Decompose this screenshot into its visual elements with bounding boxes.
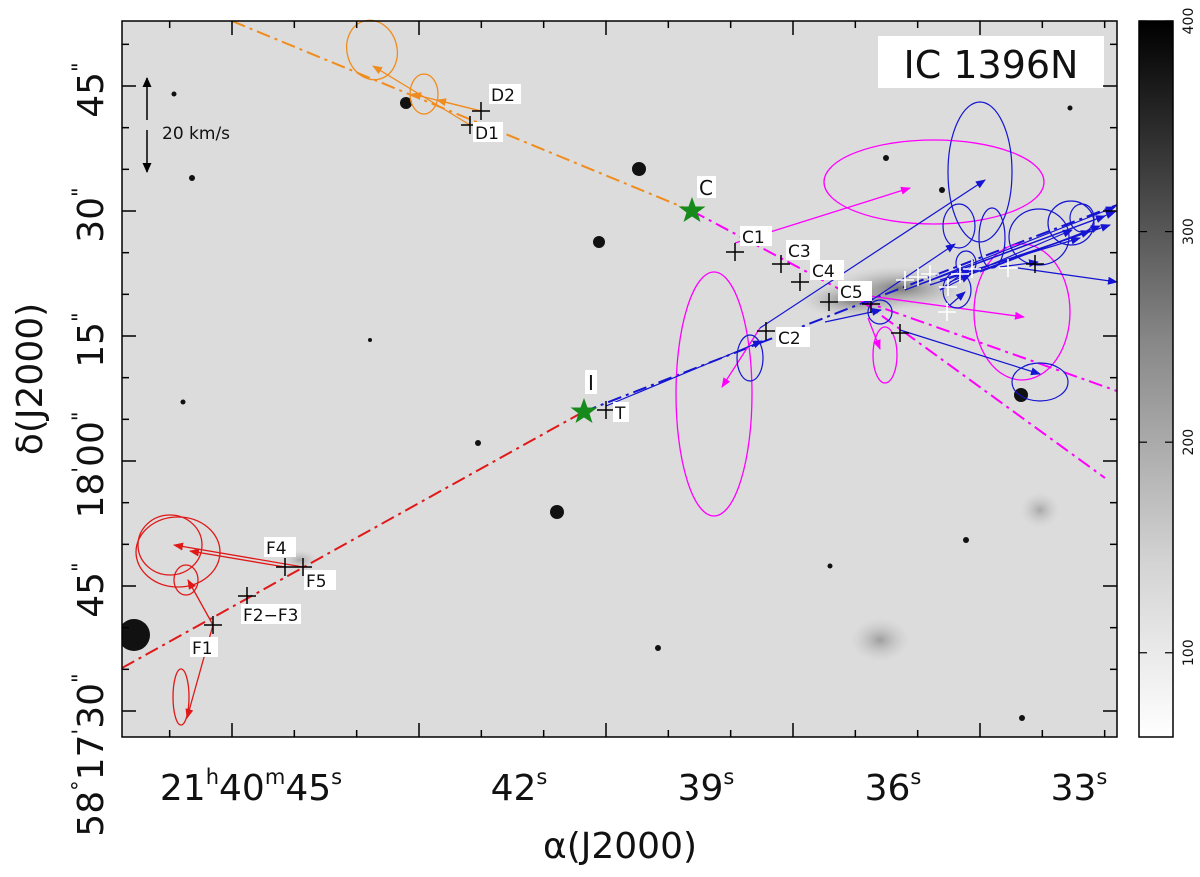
- axis-ticks: [122, 21, 1117, 737]
- red-vectors: [135, 514, 304, 726]
- x-tick-label: 33s: [1051, 765, 1108, 809]
- y-tick-label: 15": [68, 312, 112, 367]
- outflow-axes: [122, 21, 1117, 669]
- source-label-D2: D2: [489, 84, 521, 106]
- source-star-I: [570, 398, 598, 423]
- svg-text:C2: C2: [778, 329, 801, 349]
- y-tick-label: 18'00": [68, 411, 112, 518]
- y-tick-label: 45": [68, 62, 112, 117]
- x-tick-label: 21h40m45s: [160, 765, 342, 809]
- field-stars: [122, 91, 1073, 721]
- source-label-C1: C1: [740, 226, 772, 248]
- y-tick-labels: 45" 30" 15" 18'00" 45" 58°17'30": [68, 62, 112, 836]
- svg-text:C3: C3: [788, 242, 811, 262]
- svg-text:C5: C5: [840, 283, 863, 303]
- scale-bar: 20 km/s: [142, 77, 230, 173]
- source-label-F5: F5: [304, 570, 336, 592]
- x-axis-label: α(J2000): [543, 826, 697, 867]
- y-tick-label: 45": [68, 562, 112, 617]
- source-label-C2: C2: [776, 327, 810, 349]
- y-tick-label: 30": [68, 187, 112, 242]
- source-label-C3: C3: [786, 240, 820, 262]
- star-markers: [570, 197, 706, 423]
- svg-text:T: T: [614, 404, 626, 424]
- x-tick-label: 36s: [865, 765, 922, 809]
- svg-text:C1: C1: [742, 228, 765, 248]
- svg-text:D1: D1: [475, 124, 499, 144]
- colorbar-ticks: [1139, 20, 1173, 654]
- y-axis-label: δ(J2000): [10, 303, 51, 455]
- colorbar-tick-label: 300: [1181, 218, 1197, 245]
- source-label-I: I: [585, 370, 597, 395]
- chart-title: IC 1396N: [904, 43, 1079, 87]
- x-tick-label: 39s: [678, 765, 735, 809]
- colorbar-gradient: [1138, 20, 1174, 738]
- plot-frame: [121, 20, 1118, 738]
- svg-text:F4: F4: [266, 539, 287, 559]
- svg-text:F2−F3: F2−F3: [243, 606, 298, 626]
- source-label-D1: D1: [473, 122, 503, 144]
- source-star-C: [678, 197, 706, 222]
- source-label-F2-F3: F2−F3: [241, 604, 301, 626]
- source-label-F1: F1: [190, 637, 218, 659]
- source-label-F4: F4: [264, 537, 296, 559]
- svg-text:I: I: [588, 371, 594, 395]
- image-background: [122, 21, 1117, 737]
- source-labels: C I T D1 D2 C1 C2 C3 C4 C5 F1 F2−F3 F4 F…: [190, 84, 872, 659]
- source-label-C5: C5: [838, 281, 872, 303]
- source-label-C4: C4: [810, 260, 844, 282]
- source-label-C: C: [697, 176, 716, 200]
- svg-text:F5: F5: [306, 572, 327, 592]
- orange-vectors: [345, 19, 482, 126]
- colorbar-tick-label: 100: [1181, 639, 1197, 666]
- svg-text:F1: F1: [192, 639, 213, 659]
- scale-bar-label: 20 km/s: [162, 124, 230, 144]
- colorbar-tick-labels: 100 200 300 400: [1181, 8, 1197, 666]
- colorbar: 100 200 300 400: [1138, 8, 1197, 738]
- svg-text:C: C: [699, 176, 713, 200]
- x-tick-labels: 21h40m45s 42s 39s 36s 33s: [160, 765, 1107, 809]
- source-label-T: T: [613, 402, 629, 424]
- source-markers: [204, 102, 1044, 634]
- colorbar-tick-label: 200: [1181, 429, 1197, 456]
- nebula: [282, 266, 1060, 662]
- x-tick-label: 42s: [491, 765, 548, 809]
- source-markers-white: [896, 259, 1017, 321]
- chart-title-box: IC 1396N: [878, 36, 1104, 88]
- colorbar-tick-label: 400: [1181, 8, 1197, 35]
- y-tick-label: 58°17'30": [68, 673, 112, 836]
- svg-text:C4: C4: [812, 262, 835, 282]
- svg-text:D2: D2: [491, 86, 515, 106]
